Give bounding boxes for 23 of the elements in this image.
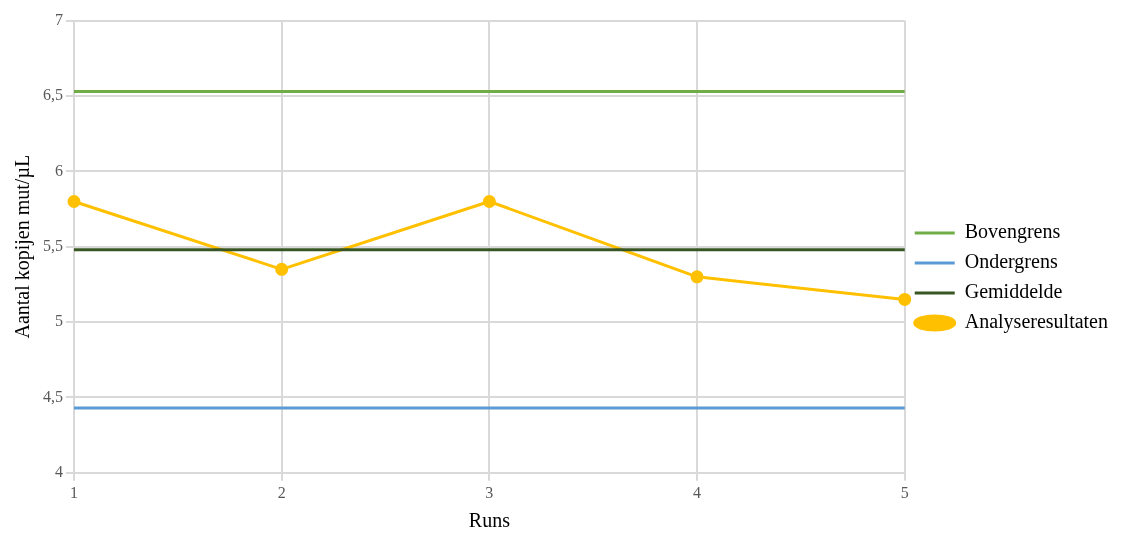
x-tick-label: 3 (485, 483, 494, 501)
y-tick-label: 6 (55, 161, 63, 179)
y-tick-label: 5 (55, 312, 63, 330)
y-tick-label: 4 (55, 463, 63, 480)
point (67, 194, 81, 208)
y-tick-label: 4,5 (43, 387, 63, 405)
legend-label: Gemiddelde (964, 280, 1063, 303)
legend-label: Bovengrens (964, 220, 1061, 244)
y-tick-label: 5,5 (43, 236, 63, 254)
x-axis-title: Runs (468, 509, 511, 532)
point (690, 270, 704, 284)
legend-label: Analyseresultaten (964, 310, 1108, 334)
x-tick-label: 4 (693, 483, 702, 501)
y-tick-label: 6,5 (43, 86, 63, 104)
x-tick-label: 1 (70, 483, 78, 501)
point (898, 292, 912, 306)
legend-label: Ondergrens (964, 250, 1058, 274)
y-axis-title: Aantal kopijen mut/µL (11, 154, 35, 339)
x-tick-label: 2 (277, 483, 286, 501)
point (275, 262, 289, 276)
y-tick-label: 7 (55, 10, 63, 28)
x-tick-label: 5 (900, 483, 909, 501)
point (482, 194, 496, 208)
